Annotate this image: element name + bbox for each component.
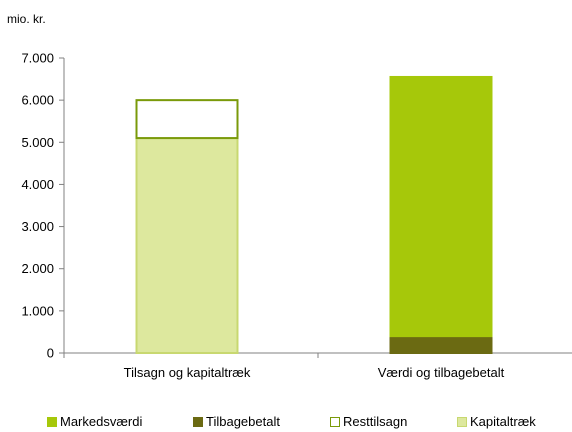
legend-swatch	[193, 416, 203, 427]
y-tick-label: 6.000	[21, 93, 54, 108]
y-tick-label: 0	[47, 346, 54, 361]
stacked-bar-chart: 0 1.000 2.000 3.000 4.000 5.000 6.000 7.000 Tils…	[21, 51, 572, 380]
legend-label: Resttilsagn	[343, 414, 408, 429]
y-tick-label: 3.000	[21, 219, 54, 234]
legend-item: Tilbagebetalt	[193, 414, 280, 429]
bar-segment-kapitaltræk	[135, 137, 239, 354]
legend-label: Tilbagebetalt	[206, 414, 280, 429]
y-tick-label: 5.000	[21, 135, 54, 150]
y-tick-label: 7.000	[21, 51, 54, 66]
x-category-label: Værdi og tilbagebetalt	[378, 365, 505, 380]
y-tick-label: 4.000	[21, 177, 54, 192]
bar-segment-resttilsagn	[135, 99, 239, 140]
legend-item: Kapitaltræk	[457, 414, 536, 429]
y-tick-label: 1.000	[21, 303, 54, 318]
legend-swatch	[330, 416, 340, 427]
x-category-label: Tilsagn og kapitaltræk	[124, 365, 251, 380]
legend-swatch	[47, 416, 57, 427]
y-axis-unit-label: mio. kr.	[7, 12, 46, 26]
legend-label: Markedsværdi	[60, 414, 143, 429]
legend-item: Markedsværdi	[47, 414, 142, 429]
chart-legend: Markedsværdi Tilbagebetalt Resttilsagn Kapi…	[0, 414, 572, 432]
bar-segment-markedsværdi	[389, 75, 493, 338]
legend-label: Kapitaltræk	[470, 414, 536, 429]
y-tick-label: 2.000	[21, 261, 54, 276]
bar-segment-tilbagebetalt	[389, 335, 493, 354]
legend-item: Resttilsagn	[330, 414, 407, 429]
legend-swatch	[457, 416, 467, 427]
